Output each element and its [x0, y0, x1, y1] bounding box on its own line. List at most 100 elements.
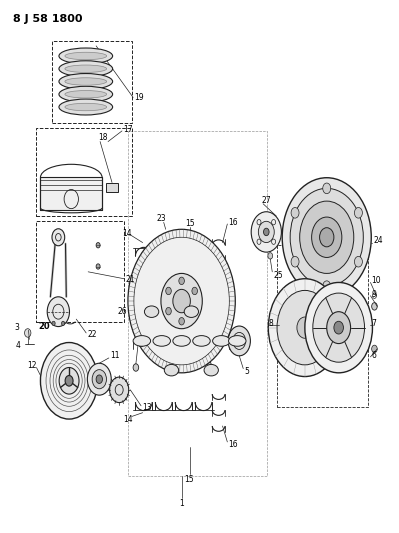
Polygon shape [201, 336, 211, 375]
Text: 20: 20 [38, 322, 50, 331]
Circle shape [52, 229, 65, 246]
Text: 1: 1 [179, 498, 184, 507]
Text: 17: 17 [123, 125, 133, 134]
Circle shape [133, 364, 139, 371]
Ellipse shape [59, 61, 113, 77]
Ellipse shape [173, 336, 190, 346]
Ellipse shape [65, 65, 107, 72]
Circle shape [371, 345, 377, 353]
Circle shape [96, 264, 100, 269]
Circle shape [297, 317, 313, 338]
Text: 10: 10 [371, 276, 381, 285]
Circle shape [300, 201, 354, 273]
Text: 2: 2 [139, 340, 143, 349]
Text: 8 J 58 1800: 8 J 58 1800 [13, 14, 82, 25]
Ellipse shape [193, 336, 210, 346]
Circle shape [268, 279, 342, 376]
Circle shape [290, 188, 363, 286]
Circle shape [277, 290, 333, 365]
Text: 15: 15 [185, 220, 194, 229]
Ellipse shape [144, 306, 159, 318]
Ellipse shape [133, 336, 150, 346]
Circle shape [96, 243, 100, 248]
Text: 3: 3 [15, 323, 20, 332]
Circle shape [327, 312, 351, 344]
Text: 5: 5 [244, 367, 249, 376]
Text: 12: 12 [27, 361, 36, 370]
Circle shape [312, 217, 342, 257]
Ellipse shape [65, 91, 107, 98]
Circle shape [87, 364, 111, 395]
Bar [40, 177, 102, 209]
Text: 14: 14 [123, 415, 133, 424]
Circle shape [96, 375, 103, 383]
Circle shape [313, 293, 365, 362]
Circle shape [334, 321, 344, 334]
Text: 19: 19 [134, 93, 144, 102]
Text: 16: 16 [228, 440, 238, 449]
Circle shape [228, 326, 251, 356]
Text: 7: 7 [371, 319, 377, 328]
Circle shape [258, 221, 274, 243]
Ellipse shape [59, 74, 113, 90]
Bar [277, 245, 369, 407]
Circle shape [166, 308, 171, 315]
Circle shape [25, 329, 31, 337]
Ellipse shape [204, 365, 218, 376]
Ellipse shape [65, 103, 107, 111]
Circle shape [192, 287, 198, 295]
Circle shape [371, 303, 377, 310]
Text: 13: 13 [142, 403, 152, 412]
Ellipse shape [59, 86, 113, 102]
Ellipse shape [59, 99, 113, 115]
Circle shape [52, 321, 55, 326]
Circle shape [59, 368, 79, 394]
Text: 14: 14 [122, 229, 132, 238]
Ellipse shape [184, 306, 199, 318]
Ellipse shape [229, 336, 246, 346]
Circle shape [323, 183, 331, 193]
Circle shape [320, 228, 334, 247]
Text: 25: 25 [273, 271, 282, 280]
Circle shape [291, 256, 299, 267]
Circle shape [263, 228, 269, 236]
Polygon shape [182, 306, 192, 346]
Ellipse shape [153, 336, 170, 346]
Bar [36, 221, 124, 322]
Text: 4: 4 [16, 341, 21, 350]
Circle shape [251, 212, 281, 252]
Text: 27: 27 [261, 196, 271, 205]
Circle shape [128, 229, 235, 373]
Text: 18: 18 [98, 133, 108, 142]
Circle shape [47, 297, 69, 327]
Ellipse shape [164, 365, 179, 376]
Circle shape [161, 273, 202, 329]
Circle shape [179, 318, 184, 325]
Text: 22: 22 [87, 330, 97, 339]
Circle shape [92, 369, 107, 389]
Bar [106, 182, 118, 192]
Circle shape [65, 375, 73, 386]
Circle shape [179, 277, 184, 285]
Circle shape [173, 289, 190, 313]
Circle shape [291, 207, 299, 218]
Ellipse shape [59, 48, 113, 64]
Text: 8: 8 [268, 319, 273, 328]
Circle shape [40, 343, 98, 419]
Text: 24: 24 [373, 237, 383, 246]
Circle shape [166, 287, 171, 295]
Text: 21: 21 [125, 274, 134, 284]
Text: 6: 6 [371, 351, 377, 360]
Ellipse shape [65, 78, 107, 85]
Text: 26: 26 [118, 307, 128, 316]
Text: 23: 23 [156, 214, 166, 223]
Ellipse shape [65, 52, 107, 60]
Circle shape [282, 177, 371, 297]
Bar [52, 41, 132, 123]
Circle shape [323, 281, 331, 292]
Circle shape [192, 308, 198, 315]
Circle shape [268, 253, 273, 259]
Circle shape [110, 377, 129, 402]
Bar [36, 128, 132, 216]
Circle shape [61, 321, 65, 326]
